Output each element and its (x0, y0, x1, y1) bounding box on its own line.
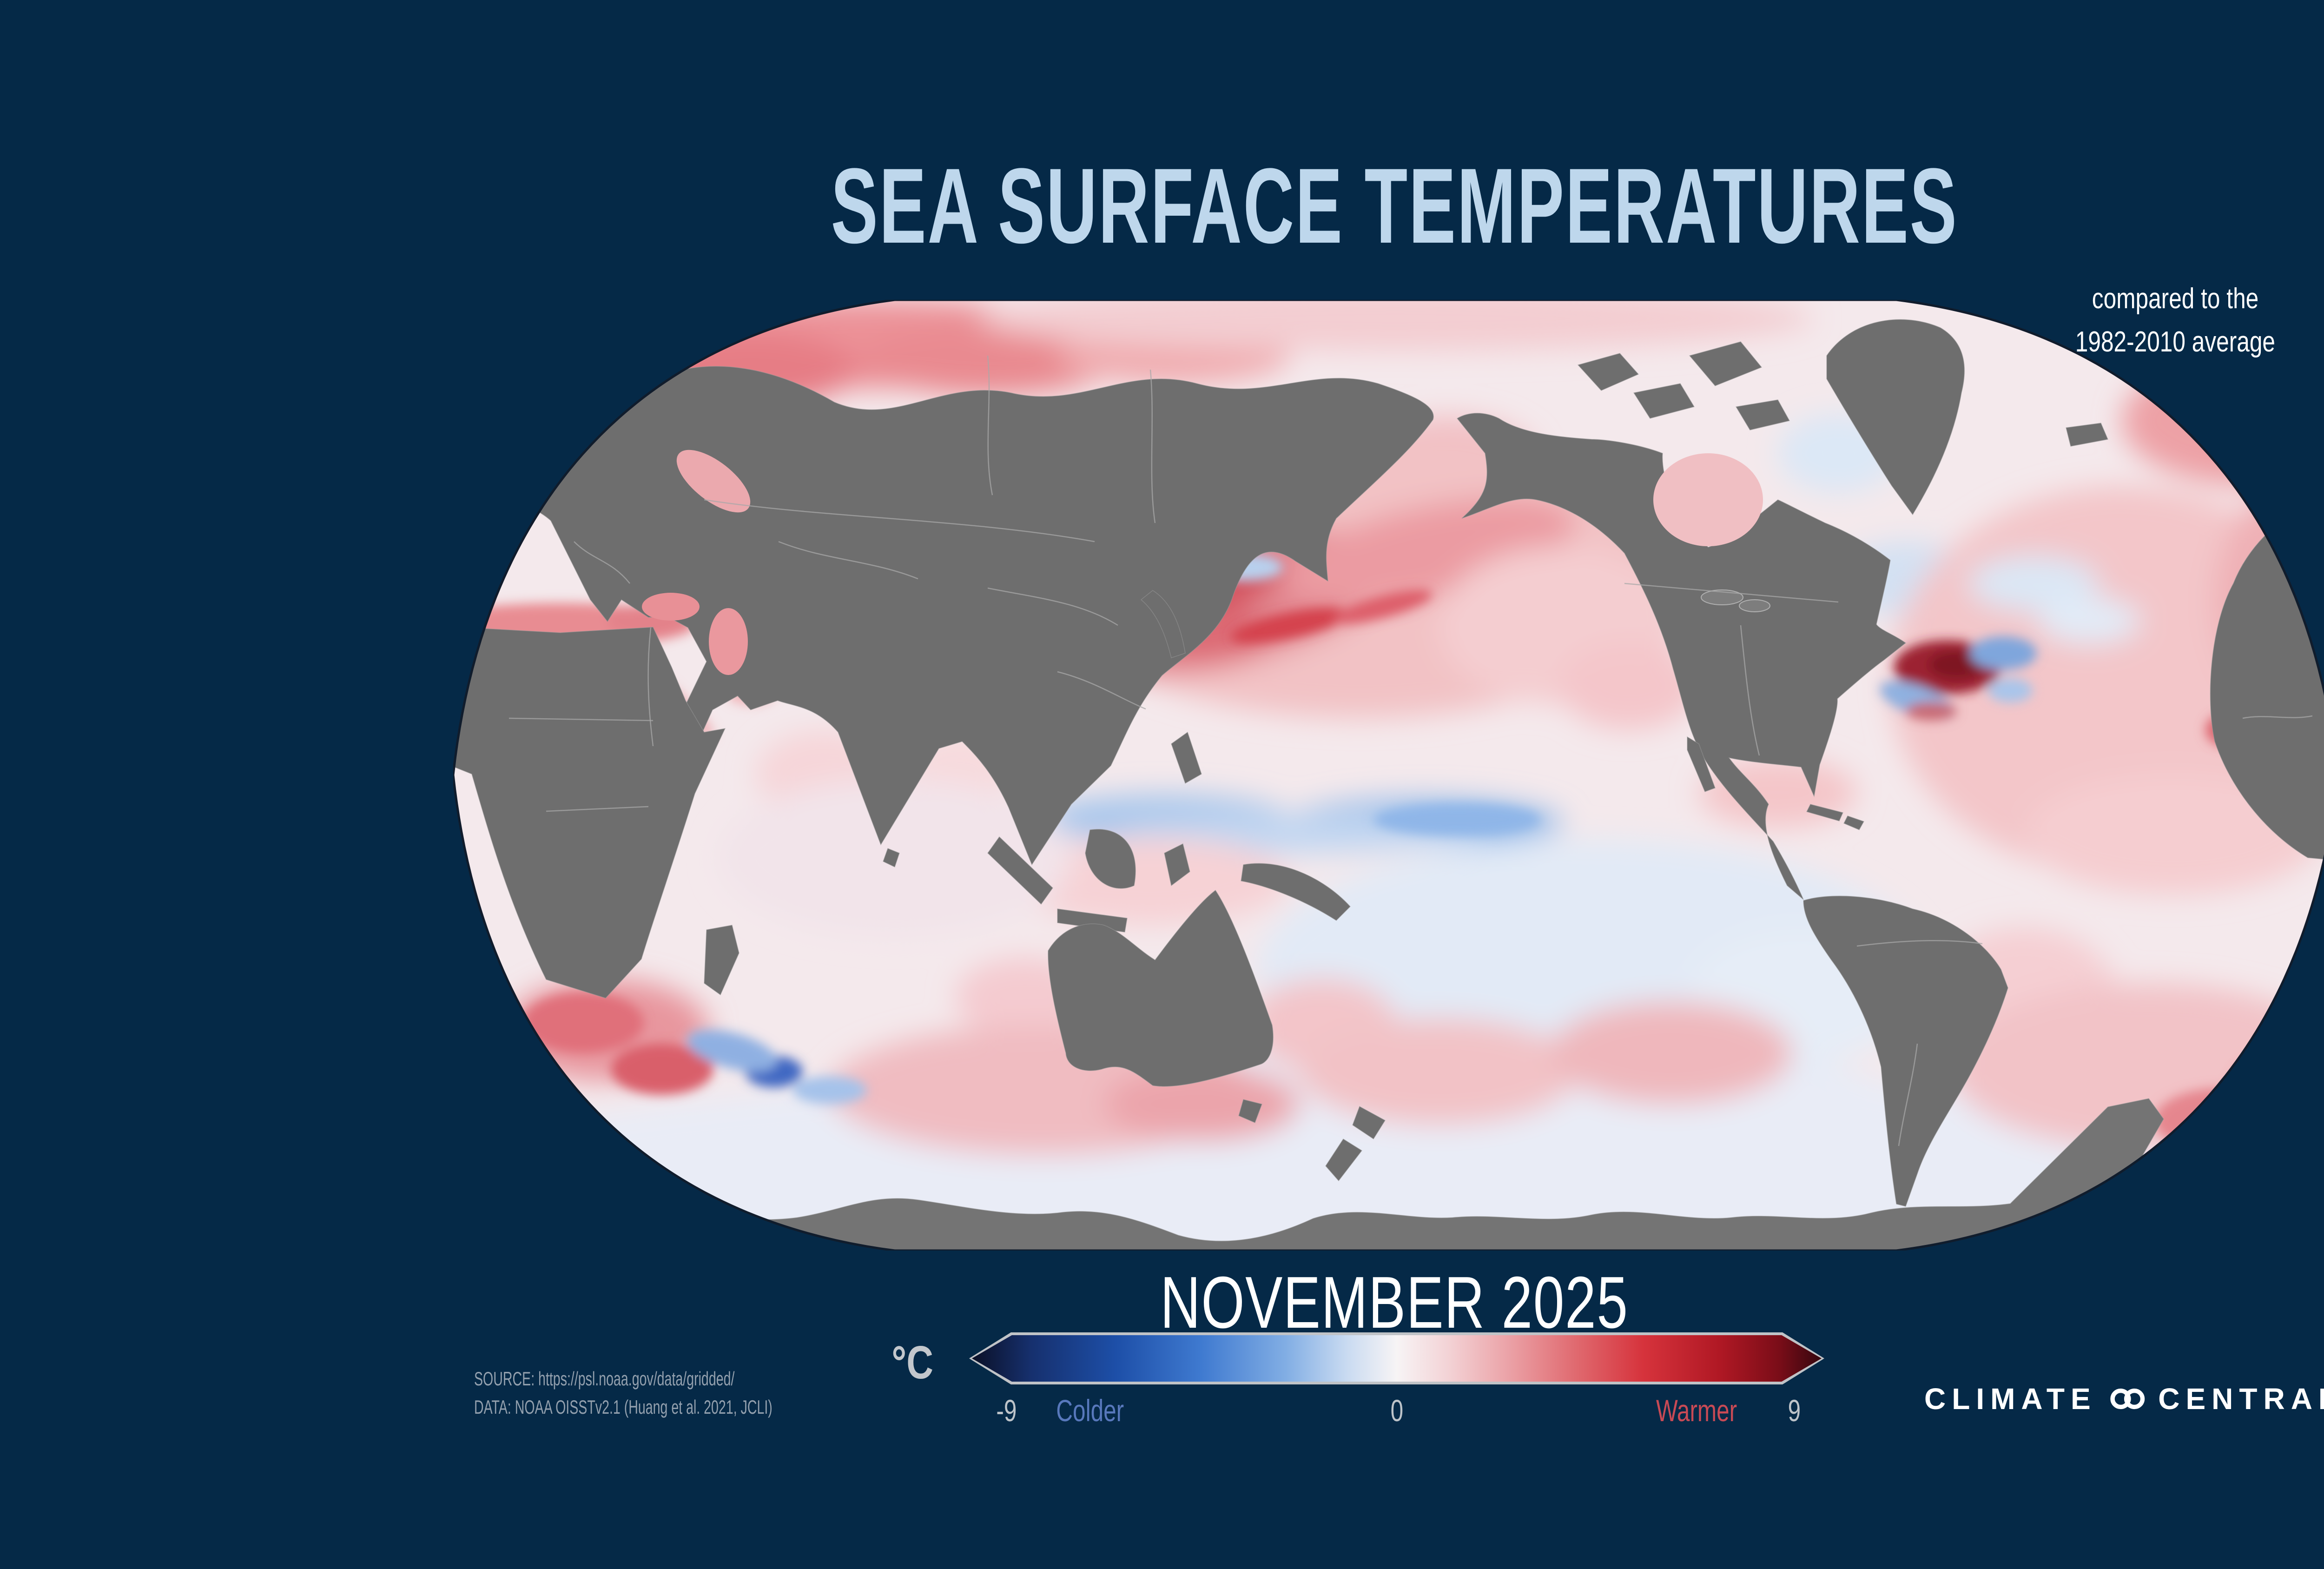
page-title: SEA SURFACE TEMPERATURES (0, 144, 2324, 267)
land-nz-north (1352, 1106, 1386, 1140)
period-label-text: NOVEMBER 2025 (1160, 1262, 1629, 1344)
land-arctic-island-4 (1735, 399, 1790, 430)
colorbar-warmer-label: Warmer (1656, 1393, 1737, 1428)
borders-and-rivers (508, 355, 2313, 1146)
subtitle-line1: compared to the (2092, 283, 2259, 315)
landmasses (453, 319, 2324, 1251)
land-madagascar (704, 925, 739, 996)
source-line1: SOURCE: https://psl.noaa.gov/data/gridde… (474, 1368, 735, 1390)
inland-seas (642, 450, 1770, 675)
land-antarctica (453, 1098, 2324, 1251)
land-arctic-island-2 (1633, 383, 1695, 419)
land-borneo (1085, 829, 1136, 889)
land-cuba (1806, 804, 1844, 821)
colorbar-max-tick: 9 (1788, 1393, 1801, 1428)
world-map (452, 298, 2324, 1252)
source-line2: DATA: NOAA OISSTv2.1 (Huang et al. 2021,… (474, 1396, 772, 1418)
land-japan (1140, 590, 1186, 658)
land-philippines (1171, 731, 1202, 784)
land-arctic-island-1 (1577, 353, 1639, 391)
subtitle-line2: 1982-2010 average (2075, 326, 2276, 358)
land-tasmania (1238, 1099, 1262, 1123)
brand-word-climate: CLIMATE (1924, 1382, 2097, 1416)
land-arctic-island-3 (1689, 341, 1763, 386)
colorbar (969, 1332, 1824, 1384)
land-greenland (1826, 319, 1965, 516)
source-credit: SOURCE: https://psl.noaa.gov/data/gridde… (474, 1365, 1032, 1422)
land-hispaniola (1843, 815, 1865, 830)
climate-central-logo: CLIMATE CENTRAL (1924, 1379, 2324, 1419)
land-java (1057, 908, 1128, 933)
land-sumatra (987, 836, 1053, 905)
brand-word-central: CENTRAL (2158, 1382, 2324, 1416)
page-title-text: SEA SURFACE TEMPERATURES (831, 146, 1958, 265)
land-south-america (1803, 895, 2008, 1207)
colorbar-colder-label: Colder (1056, 1393, 1124, 1428)
land-nz-south (1325, 1138, 1363, 1182)
colorbar-zero-tick: 0 (1390, 1393, 1403, 1428)
world-map-svg (452, 298, 2324, 1252)
colorbar-unit-label: °C (891, 1337, 933, 1389)
colorbar-min-tick: -9 (996, 1393, 1017, 1428)
land-iberia (2267, 453, 2324, 512)
land-sri-lanka (883, 848, 900, 868)
land-australia (1048, 889, 1274, 1087)
subtitle: compared to the 1982-2010 average (2045, 277, 2305, 364)
period-label: NOVEMBER 2025 (0, 1261, 2324, 1345)
land-baja (1687, 736, 1716, 792)
land-newguinea (1241, 863, 1351, 921)
climate-central-logo-icon (2110, 1388, 2145, 1410)
land-iceland (2066, 423, 2109, 447)
land-sulawesi (1164, 843, 1190, 887)
colorbar-gradient (972, 1335, 1822, 1382)
